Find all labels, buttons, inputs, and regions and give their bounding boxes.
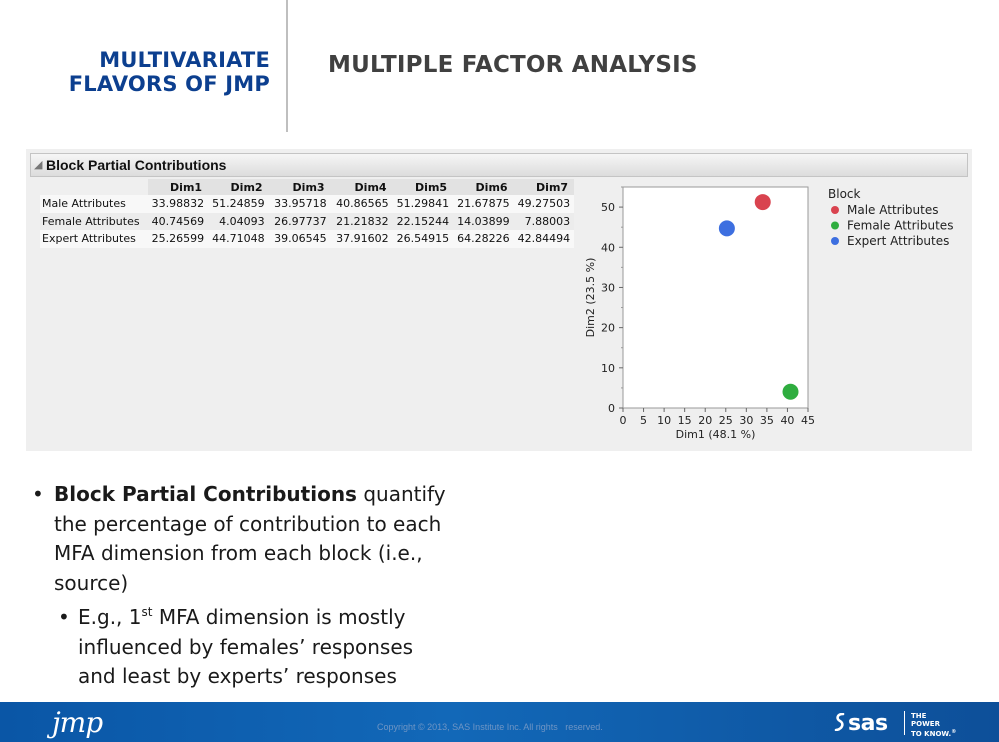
x-tick-label: 30 bbox=[739, 414, 753, 427]
y-tick-label: 40 bbox=[601, 241, 615, 254]
column-header[interactable]: Dim1 bbox=[147, 179, 209, 195]
y-tick-label: 20 bbox=[601, 322, 615, 335]
column-header[interactable]: Dim2 bbox=[208, 179, 269, 195]
table-cell: 26.54915 bbox=[392, 230, 454, 248]
table-cell: 64.28226 bbox=[453, 230, 514, 248]
table-cell: 25.26599 bbox=[147, 230, 209, 248]
sas-tagline: THE POWER TO KNOW.® bbox=[911, 712, 956, 738]
table-header-row: Dim1 Dim2 Dim3 Dim4 Dim5 Dim6 Dim7 bbox=[40, 179, 575, 195]
data-point bbox=[718, 220, 735, 237]
legend-marker bbox=[831, 206, 839, 214]
contributions-table: Dim1 Dim2 Dim3 Dim4 Dim5 Dim6 Dim7 Male … bbox=[40, 179, 575, 248]
table-cell: 51.29841 bbox=[392, 195, 454, 213]
y-axis-label: Dim2 (23.5 %) bbox=[584, 258, 597, 338]
column-header[interactable]: Dim7 bbox=[513, 179, 575, 195]
table-cell: 40.86565 bbox=[330, 195, 393, 213]
table-cell: 44.71048 bbox=[208, 230, 269, 248]
row-label: Male Attributes bbox=[40, 195, 148, 213]
slide-title: MULTIPLE FACTOR ANALYSIS bbox=[328, 52, 698, 78]
sub-bullet-text-post: MFA dimension is mostly influenced by fe… bbox=[78, 605, 414, 688]
table-cell: 49.27503 bbox=[513, 195, 575, 213]
bullet-bold-text: Block Partial Contributions bbox=[54, 482, 357, 506]
x-tick-label: 40 bbox=[780, 414, 794, 427]
column-header[interactable]: Dim3 bbox=[268, 179, 331, 195]
table-cell: 4.04093 bbox=[208, 212, 269, 230]
copyright-text: Copyright © 2013, SAS Institute Inc. All… bbox=[377, 722, 603, 732]
report-panel: ◢ Block Partial Contributions Dim1 Dim2 … bbox=[26, 149, 972, 451]
legend-title: Block bbox=[828, 187, 861, 201]
data-point bbox=[782, 383, 799, 400]
table-cell: 51.24859 bbox=[208, 195, 269, 213]
row-label: Expert Attributes bbox=[40, 230, 148, 248]
table-corner-cell bbox=[40, 179, 148, 195]
x-tick-label: 10 bbox=[657, 414, 671, 427]
legend-marker bbox=[831, 221, 839, 230]
logo-divider bbox=[904, 711, 905, 735]
table-cell: 21.67875 bbox=[453, 195, 514, 213]
plot-frame bbox=[622, 186, 809, 409]
column-header[interactable]: Dim4 bbox=[330, 179, 393, 195]
y-tick-label: 30 bbox=[601, 281, 615, 294]
header-divider bbox=[286, 0, 288, 132]
data-point bbox=[754, 194, 771, 211]
table-cell: 40.74569 bbox=[147, 212, 209, 230]
legend-marker bbox=[831, 237, 839, 245]
y-tick-label: 0 bbox=[608, 402, 615, 415]
sub-bullet-item: E.g., 1st MFA dimension is mostly influe… bbox=[58, 603, 452, 692]
table-cell: 39.06545 bbox=[268, 230, 331, 248]
table-cell: 33.98832 bbox=[147, 195, 209, 213]
footer-bar: jmp Copyright © 2013, SAS Institute Inc.… bbox=[0, 702, 999, 742]
tagline-line: TO KNOW.® bbox=[911, 728, 956, 738]
x-tick-label: 35 bbox=[760, 414, 774, 427]
legend-label: Male Attributes bbox=[847, 203, 938, 217]
sub-bullet-text-pre: E.g., 1 bbox=[78, 605, 142, 629]
legend-label: Female Attributes bbox=[847, 219, 953, 233]
table-cell: 42.84494 bbox=[513, 230, 575, 248]
table-row: Female Attributes 40.74569 4.04093 26.97… bbox=[40, 212, 575, 230]
sas-logo: sas bbox=[848, 711, 888, 736]
brand-title-line1: MULTIVARIATE bbox=[99, 48, 270, 72]
brand-title: MULTIVARIATE FLAVORS OF JMP bbox=[40, 48, 270, 96]
table-cell: 21.21832 bbox=[330, 212, 393, 230]
x-tick-label: 5 bbox=[640, 414, 647, 427]
column-header[interactable]: Dim5 bbox=[392, 179, 454, 195]
bullet-item: Block Partial Contributions quantify the… bbox=[32, 480, 452, 598]
x-axis-label: Dim1 (48.1 %) bbox=[676, 428, 756, 441]
tagline-line: THE bbox=[911, 712, 927, 720]
bullet-list: Block Partial Contributions quantify the… bbox=[32, 480, 452, 692]
table-cell: 33.95718 bbox=[268, 195, 331, 213]
table-cell: 26.97737 bbox=[268, 212, 331, 230]
row-label: Female Attributes bbox=[40, 212, 148, 230]
x-tick-label: 25 bbox=[719, 414, 733, 427]
legend-label: Expert Attributes bbox=[847, 234, 949, 248]
table-cell: 7.88003 bbox=[513, 212, 575, 230]
jmp-logo: jmp bbox=[52, 706, 103, 739]
outline-title: Block Partial Contributions bbox=[46, 157, 227, 173]
y-tick-label: 10 bbox=[601, 362, 615, 375]
disclosure-triangle-icon[interactable]: ◢ bbox=[34, 159, 43, 171]
x-tick-label: 15 bbox=[678, 414, 692, 427]
x-tick-label: 20 bbox=[698, 414, 712, 427]
table-row: Male Attributes 33.98832 51.24859 33.957… bbox=[40, 195, 575, 213]
tagline-line: POWER bbox=[911, 720, 940, 728]
tagline-line-text: TO KNOW. bbox=[911, 730, 952, 738]
outline-header[interactable]: ◢ Block Partial Contributions bbox=[30, 153, 968, 177]
y-tick-label: 50 bbox=[601, 201, 615, 214]
x-tick-label: 0 bbox=[620, 414, 627, 427]
bullet-text: quantify the percentage of contribution … bbox=[54, 482, 446, 595]
registered-mark: ® bbox=[951, 729, 957, 735]
x-tick-label: 45 bbox=[801, 414, 815, 427]
table-cell: 37.91602 bbox=[330, 230, 393, 248]
table-cell: 14.03899 bbox=[453, 212, 514, 230]
ordinal-superscript: st bbox=[141, 605, 153, 619]
table-cell: 22.15244 bbox=[392, 212, 454, 230]
brand-title-line2: FLAVORS OF JMP bbox=[68, 72, 270, 96]
table-row: Expert Attributes 25.26599 44.71048 39.0… bbox=[40, 230, 575, 248]
column-header[interactable]: Dim6 bbox=[453, 179, 514, 195]
sas-swirl-icon bbox=[834, 713, 845, 731]
